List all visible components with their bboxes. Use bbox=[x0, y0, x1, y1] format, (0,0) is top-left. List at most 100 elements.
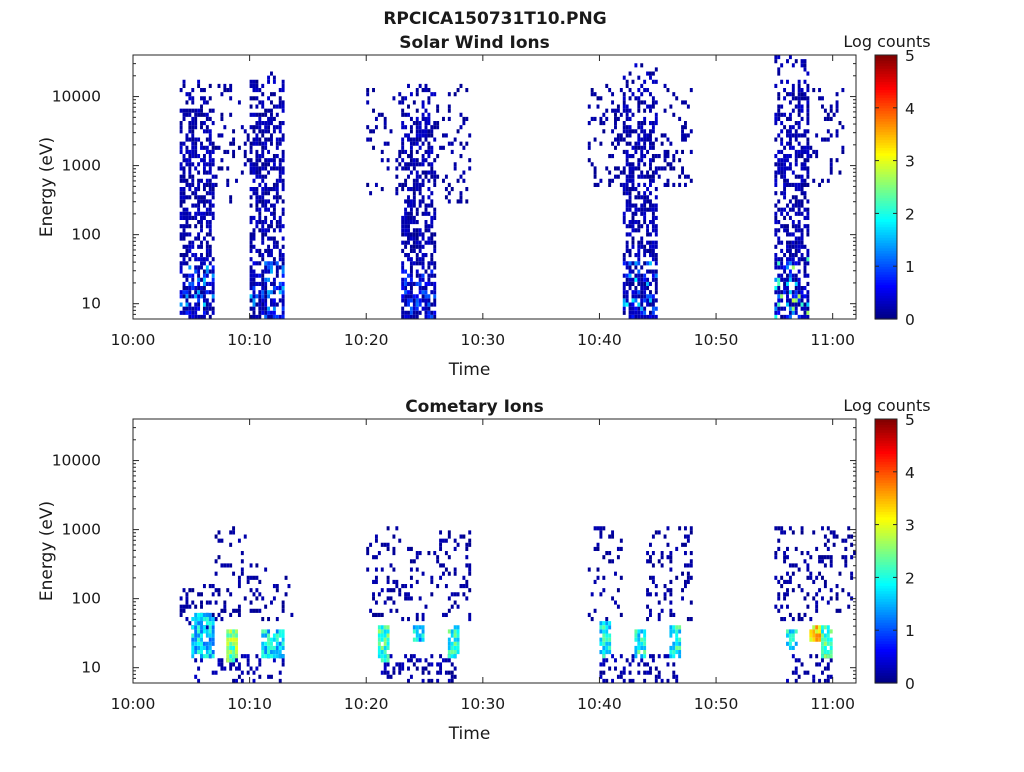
heatmap-cell bbox=[404, 281, 408, 287]
heatmap-cell bbox=[643, 629, 647, 634]
heatmap-cell bbox=[255, 224, 259, 229]
heatmap-cell bbox=[261, 220, 265, 225]
heatmap-cell bbox=[453, 166, 457, 171]
heatmap-cell bbox=[788, 314, 792, 320]
heatmap-cell bbox=[270, 253, 273, 258]
heatmap-cell bbox=[800, 211, 804, 216]
heatmap-cell bbox=[593, 116, 597, 122]
heatmap-cell bbox=[669, 551, 673, 556]
heatmap-cell bbox=[194, 195, 198, 200]
heatmap-cell bbox=[788, 244, 792, 249]
heatmap-cell bbox=[407, 195, 410, 200]
heatmap-cell bbox=[651, 224, 655, 229]
heatmap-cell bbox=[185, 100, 189, 105]
heatmap-cell bbox=[826, 629, 830, 634]
heatmap-cell bbox=[200, 277, 203, 282]
heatmap-cell bbox=[654, 306, 658, 311]
heatmap-cell bbox=[643, 220, 647, 225]
heatmap-cell bbox=[456, 542, 460, 547]
heatmap-cell bbox=[278, 137, 282, 142]
heatmap-cell bbox=[788, 55, 792, 60]
heatmap-cell bbox=[249, 104, 253, 109]
heatmap-cell bbox=[409, 281, 413, 287]
heatmap-cell bbox=[788, 154, 792, 159]
heatmap-cell bbox=[462, 592, 466, 597]
heatmap-cell bbox=[777, 71, 781, 76]
heatmap-cell bbox=[278, 650, 282, 655]
heatmap-cell bbox=[439, 546, 443, 552]
heatmap-cell bbox=[450, 670, 454, 675]
heatmap-cell bbox=[194, 125, 198, 130]
heatmap-cell bbox=[412, 240, 416, 245]
heatmap-cell bbox=[803, 314, 807, 320]
heatmap-cell bbox=[669, 567, 673, 572]
heatmap-cell bbox=[593, 170, 597, 175]
heatmap-cell bbox=[791, 232, 795, 237]
heatmap-cell bbox=[675, 674, 679, 679]
heatmap-cell bbox=[788, 641, 792, 646]
heatmap-cell bbox=[366, 125, 370, 130]
heatmap-cell bbox=[270, 71, 273, 76]
heatmap-cell bbox=[614, 571, 617, 576]
heatmap-cell bbox=[185, 108, 189, 113]
heatmap-cell bbox=[803, 129, 807, 134]
heatmap-cell bbox=[401, 125, 405, 130]
heatmap-cell bbox=[800, 191, 804, 196]
heatmap-cell bbox=[803, 273, 807, 278]
colorbar-segment bbox=[875, 115, 897, 119]
heatmap-cell bbox=[596, 567, 600, 572]
heatmap-cell bbox=[418, 257, 422, 262]
heatmap-cell bbox=[625, 133, 629, 138]
heatmap-cell bbox=[369, 542, 373, 547]
heatmap-cell bbox=[275, 273, 279, 278]
heatmap-cell bbox=[418, 261, 422, 266]
heatmap-cell bbox=[421, 290, 425, 295]
heatmap-cell bbox=[628, 261, 632, 266]
heatmap-cell bbox=[258, 121, 262, 126]
heatmap-cell bbox=[401, 158, 405, 163]
heatmap-cell bbox=[197, 286, 201, 291]
heatmap-cell bbox=[797, 290, 801, 295]
heatmap-cell bbox=[252, 236, 256, 241]
heatmap-cell bbox=[200, 88, 203, 93]
colorbar-segment bbox=[875, 664, 897, 668]
colorbar-segment bbox=[875, 677, 897, 681]
heatmap-cell bbox=[651, 273, 655, 278]
heatmap-cell bbox=[205, 633, 209, 638]
heatmap-cell bbox=[237, 674, 241, 679]
heatmap-cell bbox=[797, 92, 801, 97]
heatmap-cell bbox=[672, 650, 676, 655]
heatmap-cell bbox=[208, 600, 212, 605]
heatmap-cell bbox=[841, 588, 845, 593]
heatmap-cell bbox=[278, 224, 282, 229]
heatmap-cell bbox=[783, 265, 787, 270]
heatmap-cell bbox=[252, 170, 256, 175]
colorbar-segment bbox=[875, 529, 897, 534]
heatmap-cell bbox=[788, 100, 792, 105]
heatmap-cell bbox=[774, 575, 778, 580]
heatmap-cell bbox=[421, 257, 425, 262]
heatmap-cell bbox=[264, 248, 268, 254]
heatmap-cell bbox=[191, 310, 195, 315]
heatmap-cell bbox=[643, 641, 647, 646]
heatmap-cell bbox=[663, 534, 667, 539]
heatmap-cell bbox=[689, 600, 693, 605]
heatmap-cell bbox=[407, 596, 410, 601]
heatmap-cell bbox=[389, 596, 393, 601]
heatmap-cell bbox=[812, 530, 816, 535]
heatmap-cell bbox=[684, 542, 687, 547]
heatmap-cell bbox=[415, 302, 419, 307]
heatmap-cell bbox=[791, 244, 795, 249]
heatmap-cell bbox=[205, 600, 209, 605]
heatmap-cell bbox=[220, 608, 224, 613]
heatmap-cell bbox=[640, 302, 644, 307]
heatmap-cell bbox=[631, 236, 635, 241]
heatmap-cell bbox=[267, 158, 271, 163]
heatmap-cell bbox=[407, 224, 410, 229]
heatmap-cell bbox=[281, 629, 285, 634]
heatmap-cell bbox=[430, 579, 434, 585]
heatmap-cell bbox=[272, 281, 276, 287]
heatmap-cell bbox=[654, 277, 658, 282]
heatmap-cell bbox=[803, 207, 807, 212]
heatmap-cell bbox=[786, 678, 789, 684]
